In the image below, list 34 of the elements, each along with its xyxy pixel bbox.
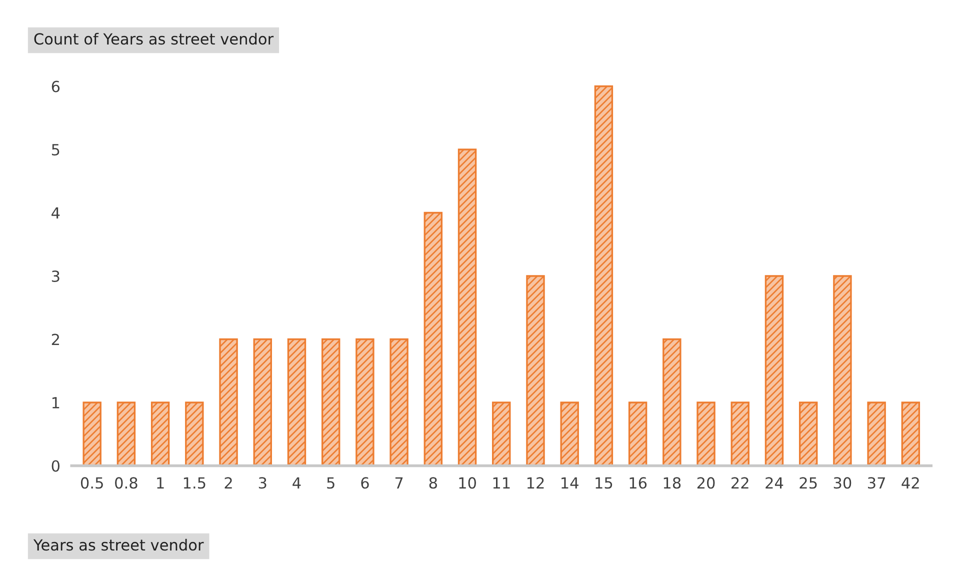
x-tick-label: 4 xyxy=(292,477,301,488)
x-tick-label: 0.5 xyxy=(80,477,103,489)
x-tick-label: 24 xyxy=(766,477,784,488)
x-tick-label: 25 xyxy=(800,477,817,489)
x-tick-label: 0.8 xyxy=(115,477,138,489)
x-tick-label: 11 xyxy=(493,477,510,488)
x-tick-label: 37 xyxy=(868,477,885,489)
y-tick-label: 3 xyxy=(52,270,60,282)
x-tick-label: 14 xyxy=(562,477,578,488)
x-tick-label: 12 xyxy=(527,477,544,488)
x-tick-label: 1.5 xyxy=(184,477,206,489)
x-tick-label: 6 xyxy=(361,477,369,489)
x-tick-label: 15 xyxy=(596,477,612,489)
x-axis-title: Years as street vendor xyxy=(33,538,204,551)
x-tick-label: 5 xyxy=(327,477,334,489)
x-tick-label: 2 xyxy=(224,477,232,488)
y-tick-label: 0 xyxy=(52,460,60,472)
chart-title: Count of Years as street vendor xyxy=(34,32,274,45)
x-tick-label: 16 xyxy=(630,477,647,489)
x-tick-label: 7 xyxy=(395,477,403,488)
x-tick-label: 8 xyxy=(429,477,437,489)
x-tick-label: 10 xyxy=(459,477,476,489)
x-tick-label: 3 xyxy=(258,477,266,489)
y-tick-label: 6 xyxy=(52,80,60,92)
x-tick-label: 1 xyxy=(157,477,164,488)
x-tick-label: 22 xyxy=(732,477,748,488)
x-tick-label: 42 xyxy=(902,477,919,488)
x-tick-label: 20 xyxy=(697,477,715,489)
y-tick-label: 2 xyxy=(52,334,59,346)
x-tick-label: 30 xyxy=(834,477,852,489)
y-tick-label: 4 xyxy=(52,207,60,219)
y-tick-label: 1 xyxy=(52,397,60,408)
x-tick-label: 18 xyxy=(664,477,681,489)
y-tick-label: 5 xyxy=(52,144,60,156)
